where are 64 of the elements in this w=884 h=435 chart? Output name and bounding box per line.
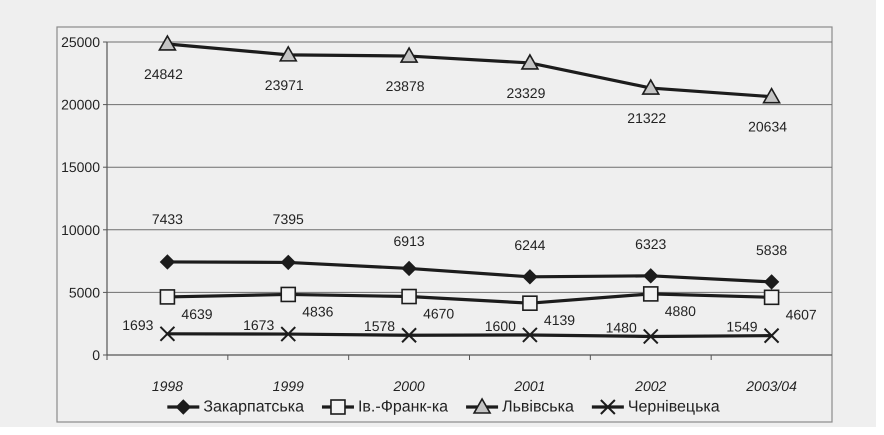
data-label: 6244 [514, 236, 546, 253]
point [522, 326, 538, 343]
x-tick-label: 1998 [152, 378, 184, 394]
point [401, 327, 418, 344]
data-label: 4639 [181, 306, 213, 322]
data-label: 7433 [152, 210, 184, 227]
point [160, 289, 176, 305]
point [279, 46, 298, 62]
point [400, 47, 418, 63]
legend-label: Чернівецька [628, 398, 720, 416]
point [160, 254, 175, 270]
point [764, 274, 780, 290]
legend-label: Закарпатська [203, 398, 304, 416]
data-label: 1578 [364, 318, 396, 334]
point [401, 288, 417, 304]
y-tick-label: 0 [92, 347, 100, 363]
point [643, 268, 658, 284]
data-label: 5838 [756, 242, 788, 258]
data-label: 4836 [302, 303, 334, 320]
data-label: 23329 [506, 84, 546, 101]
data-label: 20634 [748, 118, 788, 135]
point [402, 260, 417, 276]
point [158, 35, 176, 51]
data-label: 21322 [627, 110, 666, 126]
y-tick-label: 10000 [61, 222, 100, 238]
y-tick-label: 5000 [68, 284, 100, 300]
data-label: 4139 [544, 312, 576, 328]
data-label: 6323 [635, 236, 667, 252]
point [764, 328, 780, 344]
data-label: 1600 [484, 318, 516, 334]
data-label: 23971 [264, 76, 304, 93]
x-tick-label: 1999 [272, 378, 304, 394]
data-label: 24842 [144, 66, 184, 82]
y-tick-label: 15000 [61, 159, 100, 176]
point [280, 286, 296, 302]
data-label: 1693 [122, 316, 154, 333]
x-tick-label: 2003/04 [745, 378, 798, 394]
y-tick-label: 25000 [61, 34, 100, 50]
point [642, 328, 659, 344]
point [642, 286, 659, 302]
y-tick-label: 20000 [61, 96, 100, 113]
data-label: 23878 [386, 78, 425, 94]
point [642, 79, 660, 95]
point [280, 254, 296, 270]
point [280, 326, 296, 342]
point [521, 54, 539, 70]
legend-label: Львівська [502, 398, 574, 416]
data-label: 4670 [423, 306, 454, 322]
data-label: 4880 [664, 302, 696, 319]
point [159, 326, 176, 342]
data-label: 6913 [394, 232, 425, 249]
point [522, 269, 538, 284]
data-label: 1549 [726, 318, 758, 335]
data-label: 7395 [272, 210, 304, 227]
data-label: 4607 [786, 306, 817, 322]
x-tick-label: 2002 [634, 378, 667, 394]
x-tick-label: 2001 [513, 378, 546, 394]
point [764, 290, 780, 306]
data-label: 1673 [243, 317, 274, 334]
point [762, 88, 780, 104]
legend-label: Ів.-Франк-ка [358, 398, 448, 416]
x-tick-label: 2000 [392, 378, 425, 394]
point [522, 295, 538, 311]
data-label: 1480 [606, 319, 637, 336]
